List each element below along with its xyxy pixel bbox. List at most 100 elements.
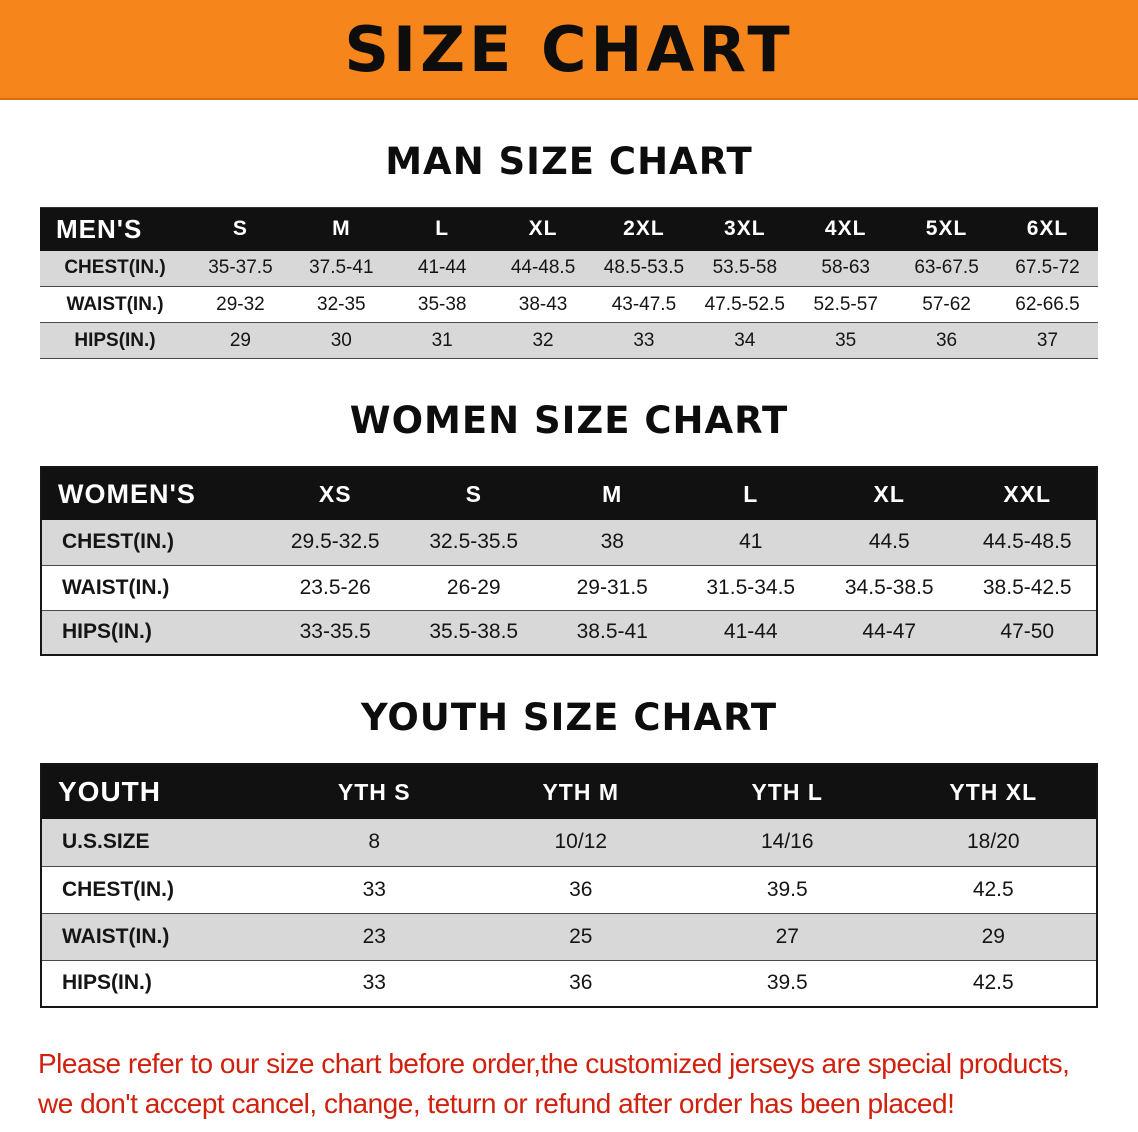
youth-waist-in-cell-yth-l: 27	[684, 913, 891, 961]
men-column-header-3xl: 3XL	[694, 207, 796, 251]
women-waist-in-cell-xs: 23.5-26	[266, 565, 405, 611]
women-row-label-chest-in: CHEST(IN.)	[41, 520, 266, 566]
men-row-label-hips-in: HIPS(IN.)	[40, 322, 190, 359]
men-waist-in-cell-m: 32-35	[290, 286, 392, 323]
women-chest-in-cell-m: 38	[543, 520, 682, 566]
men-hips-in-cell-m: 30	[290, 322, 392, 359]
youth-column-header-yth-l: YTH L	[684, 764, 891, 819]
youth-column-header-yth-m: YTH M	[477, 764, 684, 819]
men-chest-in-cell-4xl: 58-63	[795, 250, 897, 287]
men-column-header-6xl: 6XL	[997, 207, 1098, 251]
men-hips-in-cell-3xl: 34	[694, 322, 796, 359]
women-column-header-xl: XL	[820, 467, 959, 520]
youth-row-u-s-size: U.S.SIZE 8 10/12 14/16 18/20	[41, 819, 1097, 867]
men-column-header-4xl: 4XL	[795, 207, 897, 251]
charts-container: MAN SIZE CHART MEN'S S M L XL 2XL 3XL 4XL 5XL 6XL C…	[0, 140, 1138, 1008]
men-chest-in-cell-6xl: 67.5-72	[997, 250, 1098, 287]
men-hips-in-cell-2xl: 33	[593, 322, 695, 359]
men-hips-in-cell-6xl: 37	[997, 322, 1098, 359]
women-waist-in-cell-m: 29-31.5	[543, 565, 682, 611]
men-hips-in-cell-l: 31	[391, 322, 493, 359]
men-column-header-l: L	[391, 207, 493, 251]
men-waist-in-cell-6xl: 62-66.5	[997, 286, 1098, 323]
men-column-header-s: S	[190, 207, 291, 251]
banner: SIZE CHART	[0, 0, 1138, 100]
men-row-waist-in: WAIST(IN.) 29-32 32-35 35-38 38-43 43-47.5 47.…	[40, 286, 1098, 323]
disclaimer: Please refer to our size chart before or…	[38, 1044, 1100, 1124]
youth-chest-in-cell-yth-l: 39.5	[684, 866, 891, 914]
women-chart-heading: WOMEN SIZE CHART	[349, 399, 789, 442]
women-chest-in-cell-xxl: 44.5-48.5	[958, 520, 1097, 566]
men-chest-in-cell-3xl: 53.5-58	[694, 250, 796, 287]
women-waist-in-cell-xxl: 38.5-42.5	[958, 565, 1097, 611]
women-chest-in-cell-l: 41	[681, 520, 820, 566]
women-hips-in-cell-s: 35.5-38.5	[404, 610, 543, 656]
women-column-header-m: M	[543, 467, 682, 520]
men-table-title: MEN'S	[40, 207, 190, 251]
women-row-hips-in: HIPS(IN.) 33-35.5 35.5-38.5 38.5-41 41-44 44-…	[41, 610, 1097, 656]
men-waist-in-cell-4xl: 52.5-57	[795, 286, 897, 323]
women-hips-in-cell-xxl: 47-50	[958, 610, 1097, 656]
women-column-header-s: S	[404, 467, 543, 520]
men-chest-in-cell-5xl: 63-67.5	[896, 250, 997, 287]
women-table-title: WOMEN'S	[41, 467, 266, 520]
youth-chart-heading: YOUTH SIZE CHART	[360, 696, 778, 739]
women-chest-in-cell-s: 32.5-35.5	[404, 520, 543, 566]
men-waist-in-cell-s: 29-32	[190, 286, 291, 323]
men-row-chest-in: CHEST(IN.) 35-37.5 37.5-41 41-44 44-48.5 48.5…	[40, 250, 1098, 287]
youth-u-s-size-cell-yth-l: 14/16	[684, 819, 891, 867]
youth-u-s-size-cell-yth-s: 8	[271, 819, 478, 867]
men-hips-in-cell-xl: 32	[492, 322, 594, 359]
youth-waist-in-cell-yth-s: 23	[271, 913, 478, 961]
youth-u-s-size-cell-yth-xl: 18/20	[890, 819, 1097, 867]
youth-hips-in-cell-yth-m: 36	[477, 960, 684, 1008]
women-header-row: WOMEN'S XS S M L XL XXL	[41, 467, 1097, 520]
women-waist-in-cell-s: 26-29	[404, 565, 543, 611]
women-hips-in-cell-xl: 44-47	[820, 610, 959, 656]
youth-row-label-chest-in: CHEST(IN.)	[41, 866, 271, 914]
men-waist-in-cell-3xl: 47.5-52.5	[694, 286, 796, 323]
women-hips-in-cell-xs: 33-35.5	[266, 610, 405, 656]
youth-row-label-u-s-size: U.S.SIZE	[41, 819, 271, 867]
page-title: SIZE CHART	[344, 12, 794, 86]
women-row-label-hips-in: HIPS(IN.)	[41, 610, 266, 656]
women-row-waist-in: WAIST(IN.) 23.5-26 26-29 29-31.5 31.5-34.5 34…	[41, 565, 1097, 611]
disclaimer-line-1: Please refer to our size chart before or…	[38, 1048, 1070, 1079]
youth-chest-in-cell-yth-s: 33	[271, 866, 478, 914]
women-row-label-waist-in: WAIST(IN.)	[41, 565, 266, 611]
women-hips-in-cell-m: 38.5-41	[543, 610, 682, 656]
men-column-header-m: M	[290, 207, 392, 251]
youth-header-row: YOUTH YTH S YTH M YTH L YTH XL	[41, 764, 1097, 819]
youth-column-header-yth-xl: YTH XL	[890, 764, 1097, 819]
youth-row-hips-in: HIPS(IN.) 33 36 39.5 42.5	[41, 960, 1097, 1008]
men-chart-heading: MAN SIZE CHART	[385, 140, 753, 183]
youth-waist-in-cell-yth-xl: 29	[890, 913, 1097, 961]
men-waist-in-cell-xl: 38-43	[492, 286, 594, 323]
section-women: WOMEN SIZE CHART WOMEN'S XS S M L XL XXL CHEST(I…	[0, 399, 1138, 656]
men-hips-in-cell-s: 29	[190, 322, 291, 359]
section-men: MAN SIZE CHART MEN'S S M L XL 2XL 3XL 4XL 5XL 6XL C…	[0, 140, 1138, 359]
women-column-header-l: L	[681, 467, 820, 520]
youth-hips-in-cell-yth-l: 39.5	[684, 960, 891, 1008]
youth-row-label-hips-in: HIPS(IN.)	[41, 960, 271, 1008]
men-row-label-chest-in: CHEST(IN.)	[40, 250, 190, 287]
women-column-header-xxl: XXL	[958, 467, 1097, 520]
men-column-header-5xl: 5XL	[896, 207, 997, 251]
women-chest-in-cell-xl: 44.5	[820, 520, 959, 566]
men-waist-in-cell-l: 35-38	[391, 286, 493, 323]
men-chest-in-cell-s: 35-37.5	[190, 250, 291, 287]
women-row-chest-in: CHEST(IN.) 29.5-32.5 32.5-35.5 38 41 44.5 44.5…	[41, 520, 1097, 566]
men-hips-in-cell-5xl: 36	[896, 322, 997, 359]
women-chest-in-cell-xs: 29.5-32.5	[266, 520, 405, 566]
men-size-table: MEN'S S M L XL 2XL 3XL 4XL 5XL 6XL CHEST(IN.) 35-37…	[40, 207, 1098, 359]
youth-hips-in-cell-yth-s: 33	[271, 960, 478, 1008]
women-waist-in-cell-xl: 34.5-38.5	[820, 565, 959, 611]
women-hips-in-cell-l: 41-44	[681, 610, 820, 656]
men-column-header-2xl: 2XL	[593, 207, 695, 251]
youth-row-waist-in: WAIST(IN.) 23 25 27 29	[41, 913, 1097, 961]
men-chest-in-cell-2xl: 48.5-53.5	[593, 250, 695, 287]
youth-u-s-size-cell-yth-m: 10/12	[477, 819, 684, 867]
women-size-table: WOMEN'S XS S M L XL XXL CHEST(IN.) 29.5-32.5 32.5…	[40, 466, 1098, 656]
youth-table-title: YOUTH	[41, 764, 271, 819]
